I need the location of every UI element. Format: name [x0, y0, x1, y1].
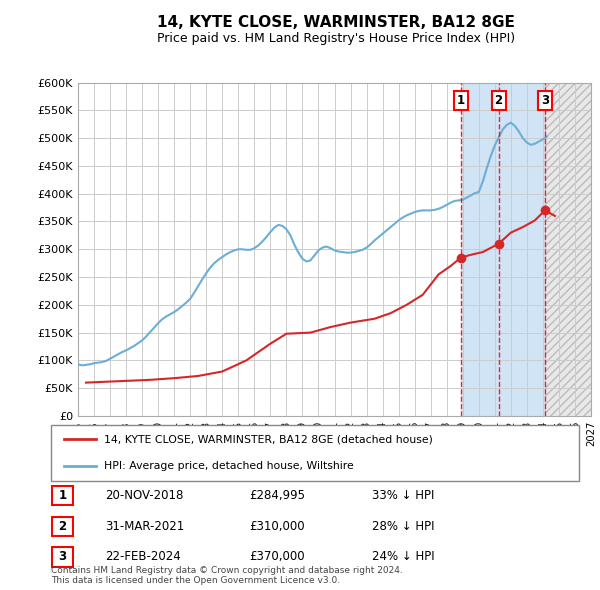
FancyBboxPatch shape	[51, 425, 579, 481]
Text: £284,995: £284,995	[249, 489, 305, 502]
Text: Contains HM Land Registry data © Crown copyright and database right 2024.
This d: Contains HM Land Registry data © Crown c…	[51, 566, 403, 585]
Bar	[545, 83, 591, 416]
Text: 14, KYTE CLOSE, WARMINSTER, BA12 8GE: 14, KYTE CLOSE, WARMINSTER, BA12 8GE	[157, 15, 515, 30]
Text: 1: 1	[58, 489, 67, 502]
Text: 2: 2	[494, 94, 503, 107]
Text: 31-MAR-2021: 31-MAR-2021	[105, 520, 184, 533]
Text: 28% ↓ HPI: 28% ↓ HPI	[372, 520, 434, 533]
FancyBboxPatch shape	[52, 548, 73, 566]
Text: 22-FEB-2024: 22-FEB-2024	[105, 550, 181, 563]
Bar	[461, 83, 499, 416]
Text: 14, KYTE CLOSE, WARMINSTER, BA12 8GE (detached house): 14, KYTE CLOSE, WARMINSTER, BA12 8GE (de…	[104, 434, 433, 444]
Text: 33% ↓ HPI: 33% ↓ HPI	[372, 489, 434, 502]
Text: 2: 2	[58, 520, 67, 533]
FancyBboxPatch shape	[52, 486, 73, 505]
Text: 3: 3	[58, 550, 67, 563]
Text: 3: 3	[541, 94, 549, 107]
Bar	[499, 83, 545, 416]
Text: £370,000: £370,000	[249, 550, 305, 563]
Text: 1: 1	[457, 94, 465, 107]
Text: 20-NOV-2018: 20-NOV-2018	[105, 489, 184, 502]
Text: £310,000: £310,000	[249, 520, 305, 533]
FancyBboxPatch shape	[52, 517, 73, 536]
Text: Price paid vs. HM Land Registry's House Price Index (HPI): Price paid vs. HM Land Registry's House …	[157, 32, 515, 45]
Bar	[545, 83, 591, 416]
Text: HPI: Average price, detached house, Wiltshire: HPI: Average price, detached house, Wilt…	[104, 461, 353, 471]
Text: 24% ↓ HPI: 24% ↓ HPI	[372, 550, 434, 563]
